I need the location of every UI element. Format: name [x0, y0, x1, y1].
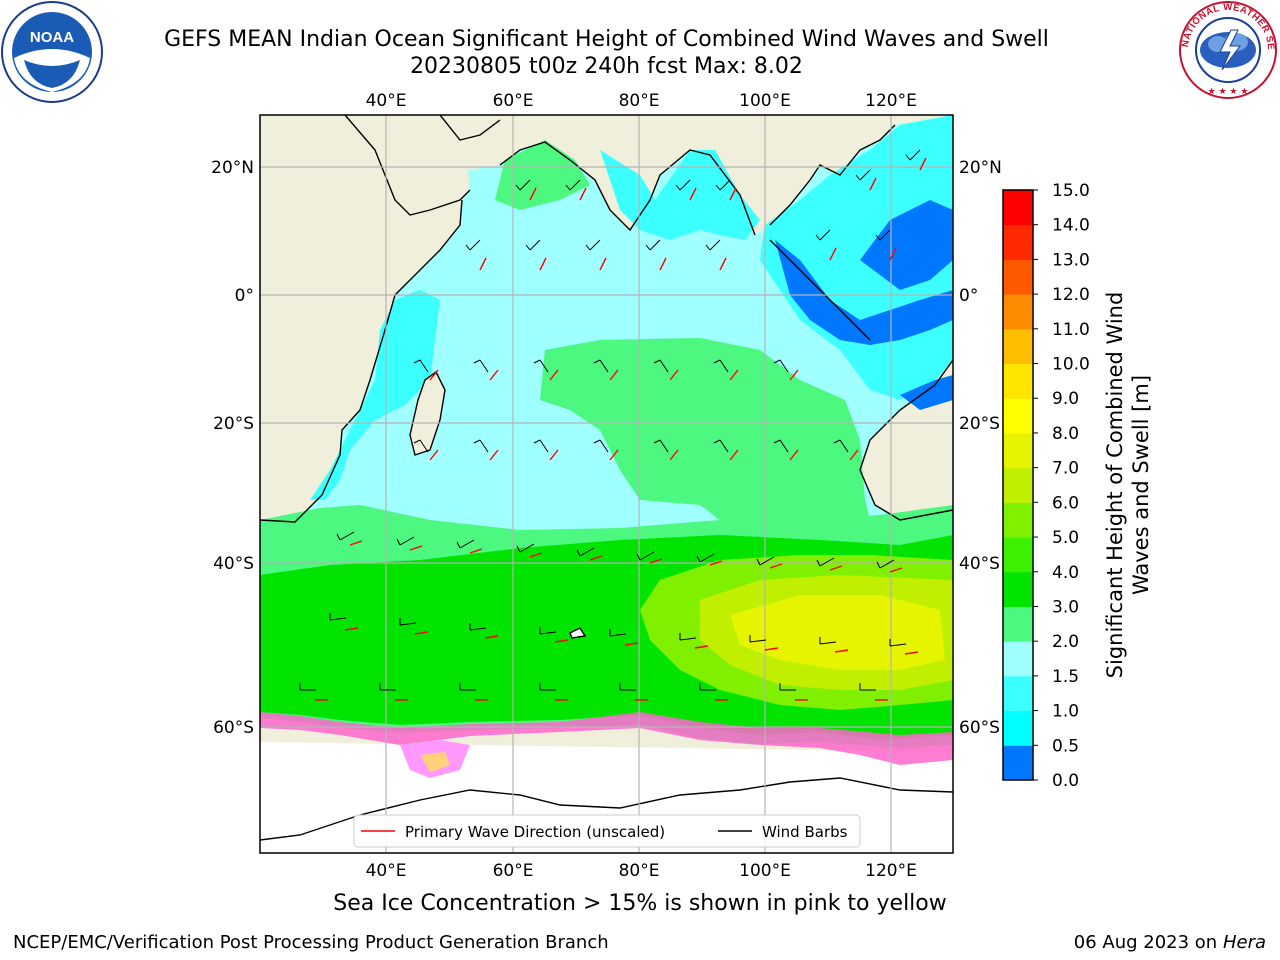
colorbar-segment: [1003, 537, 1033, 573]
ocean-africa-coast-band: [310, 290, 440, 500]
colorbar-tick-label: 8.0: [1052, 424, 1079, 444]
noaa-logo-text: NOAA: [30, 29, 74, 46]
colorbar-tick-label: 15.0: [1052, 181, 1090, 201]
nws-logo-icon: NATIONAL WEATHER SERVICE ★ ★ ★ ★: [1176, 0, 1277, 99]
colorbar-tick-label: 10.0: [1052, 355, 1090, 375]
lat-label-right-0: 0°: [959, 286, 978, 306]
lat-label-right-20n: 20°N: [959, 158, 1002, 178]
colorbar-tick-label: 4.0: [1052, 563, 1079, 583]
lat-label-right-40s: 40°S: [959, 554, 1000, 574]
colorbar-tick-label: 14.0: [1052, 216, 1090, 236]
colorbar-segment: [1003, 467, 1033, 503]
colorbar-frame: [1002, 189, 1034, 781]
colorbar-segment: [1003, 190, 1033, 226]
lat-label-right-20s: 20°S: [959, 414, 1000, 434]
colorbar-tick-label: 11.0: [1052, 320, 1090, 340]
colorbar-segment: [1003, 710, 1033, 746]
lon-label-top-40e: 40°E: [366, 91, 407, 111]
colorbar-tick-label: 0.0: [1052, 771, 1079, 791]
ocean-india-coast-band: [600, 150, 760, 240]
legend-wind-barbs-label: Wind Barbs: [762, 823, 848, 841]
colorbar-segment: [1003, 432, 1033, 469]
axis-labels: 40°E 60°E 80°E 100°E 120°E 40°E 60°E 80°…: [211, 91, 1002, 881]
colorbar-tick-label: 12.0: [1052, 285, 1090, 305]
lat-label-left-20s: 20°S: [213, 414, 254, 434]
ocean-java-sea-blue: [860, 200, 953, 290]
colorbar-tick-label: 9.0: [1052, 389, 1079, 409]
vector-field: [299, 149, 927, 701]
colorbar-segment: [1003, 606, 1033, 642]
colorbar-tick-label: 3.0: [1052, 597, 1079, 617]
colorbar-tick-label: 1.5: [1052, 667, 1079, 687]
colorbar-segment: [1003, 259, 1033, 295]
lon-label-top-60e: 60°E: [493, 91, 534, 111]
colorbar-tick-label: 0.5: [1052, 736, 1079, 756]
colorbar-segment: [1003, 328, 1033, 365]
coastlines: [260, 115, 953, 841]
colorbar-tick-label: 13.0: [1052, 250, 1090, 270]
lon-label-top-120e: 120°E: [865, 91, 917, 111]
colorbar-segment: [1003, 294, 1033, 330]
lat-label-right-60s: 60°S: [959, 718, 1000, 738]
colorbar-segment: [1003, 641, 1033, 677]
graticule: [260, 115, 953, 853]
sea-ice-yellow-patch: [420, 752, 450, 772]
chart-title: GEFS MEAN Indian Ocean Significant Heigh…: [164, 27, 1049, 52]
colorbar-segment: [1003, 224, 1033, 260]
lon-label-bottom-40e: 40°E: [366, 861, 407, 881]
chart-subtitle: 20230805 t00z 240h fcst Max: 8.02: [410, 54, 803, 79]
colorbar: 0.0 0.5 1.0 1.5 2.0 3.0 4.0 5.0 6.0 7.0 8.0 9.0 10.0…: [1002, 181, 1090, 791]
lon-label-top-80e: 80°E: [619, 91, 660, 111]
footer-date-text: 06 Aug 2023 on: [1073, 932, 1218, 953]
lon-label-top-100e: 100°E: [739, 91, 791, 111]
sea-ice-edge: [260, 712, 953, 765]
colorbar-tick-label: 2.0: [1052, 632, 1079, 652]
colorbar-segment: [1003, 363, 1033, 399]
lat-label-left-60s: 60°S: [213, 718, 254, 738]
lon-label-bottom-120e: 120°E: [865, 861, 917, 881]
ocean-indonesia-blue-band: [775, 240, 953, 345]
ocean-central-3m-region: [540, 338, 870, 520]
colorbar-tick-label: 7.0: [1052, 459, 1079, 479]
colorbar-segment: [1003, 502, 1033, 538]
lat-label-left-20n: 20°N: [211, 158, 254, 178]
wave-direction-samples: [315, 157, 927, 701]
colorbar-label: Significant Height of Combined Wind Wave…: [1103, 291, 1153, 679]
colorbar-segment: [1003, 675, 1033, 712]
lon-label-bottom-60e: 60°E: [493, 861, 534, 881]
map-frame: [259, 114, 954, 854]
footer-credit: NCEP/EMC/Verification Post Processing Pr…: [13, 932, 609, 953]
colorbar-segment: [1003, 571, 1033, 607]
colorbar-segment: [1003, 745, 1033, 781]
lat-label-left-40s: 40°S: [213, 554, 254, 574]
colorbar-tick-label: 1.0: [1052, 702, 1079, 722]
footer-host: Hera: [1222, 932, 1266, 953]
lat-label-left-0: 0°: [235, 286, 254, 306]
sea-ice-note: Sea Ice Concentration > 15% is shown in …: [333, 891, 947, 916]
colorbar-tick-label: 6.0: [1052, 493, 1079, 513]
svg-text:★ ★ ★ ★: ★ ★ ★ ★: [1208, 87, 1249, 97]
map-legend: Primary Wave Direction (unscaled) Wind B…: [353, 814, 861, 848]
lon-label-bottom-80e: 80°E: [619, 861, 660, 881]
map-plot-area: [260, 115, 953, 853]
colorbar-segment: [1003, 398, 1033, 434]
wind-barb-samples: [299, 149, 921, 691]
colorbar-tick-label: 5.0: [1052, 528, 1079, 548]
noaa-logo-icon: NOAA: [1, 1, 103, 103]
legend-wave-direction-label: Primary Wave Direction (unscaled): [405, 823, 665, 841]
footer-date: 06 Aug 2023 on Hera: [1074, 932, 1266, 953]
legend-box: [353, 814, 861, 848]
lon-label-bottom-100e: 100°E: [739, 861, 791, 881]
